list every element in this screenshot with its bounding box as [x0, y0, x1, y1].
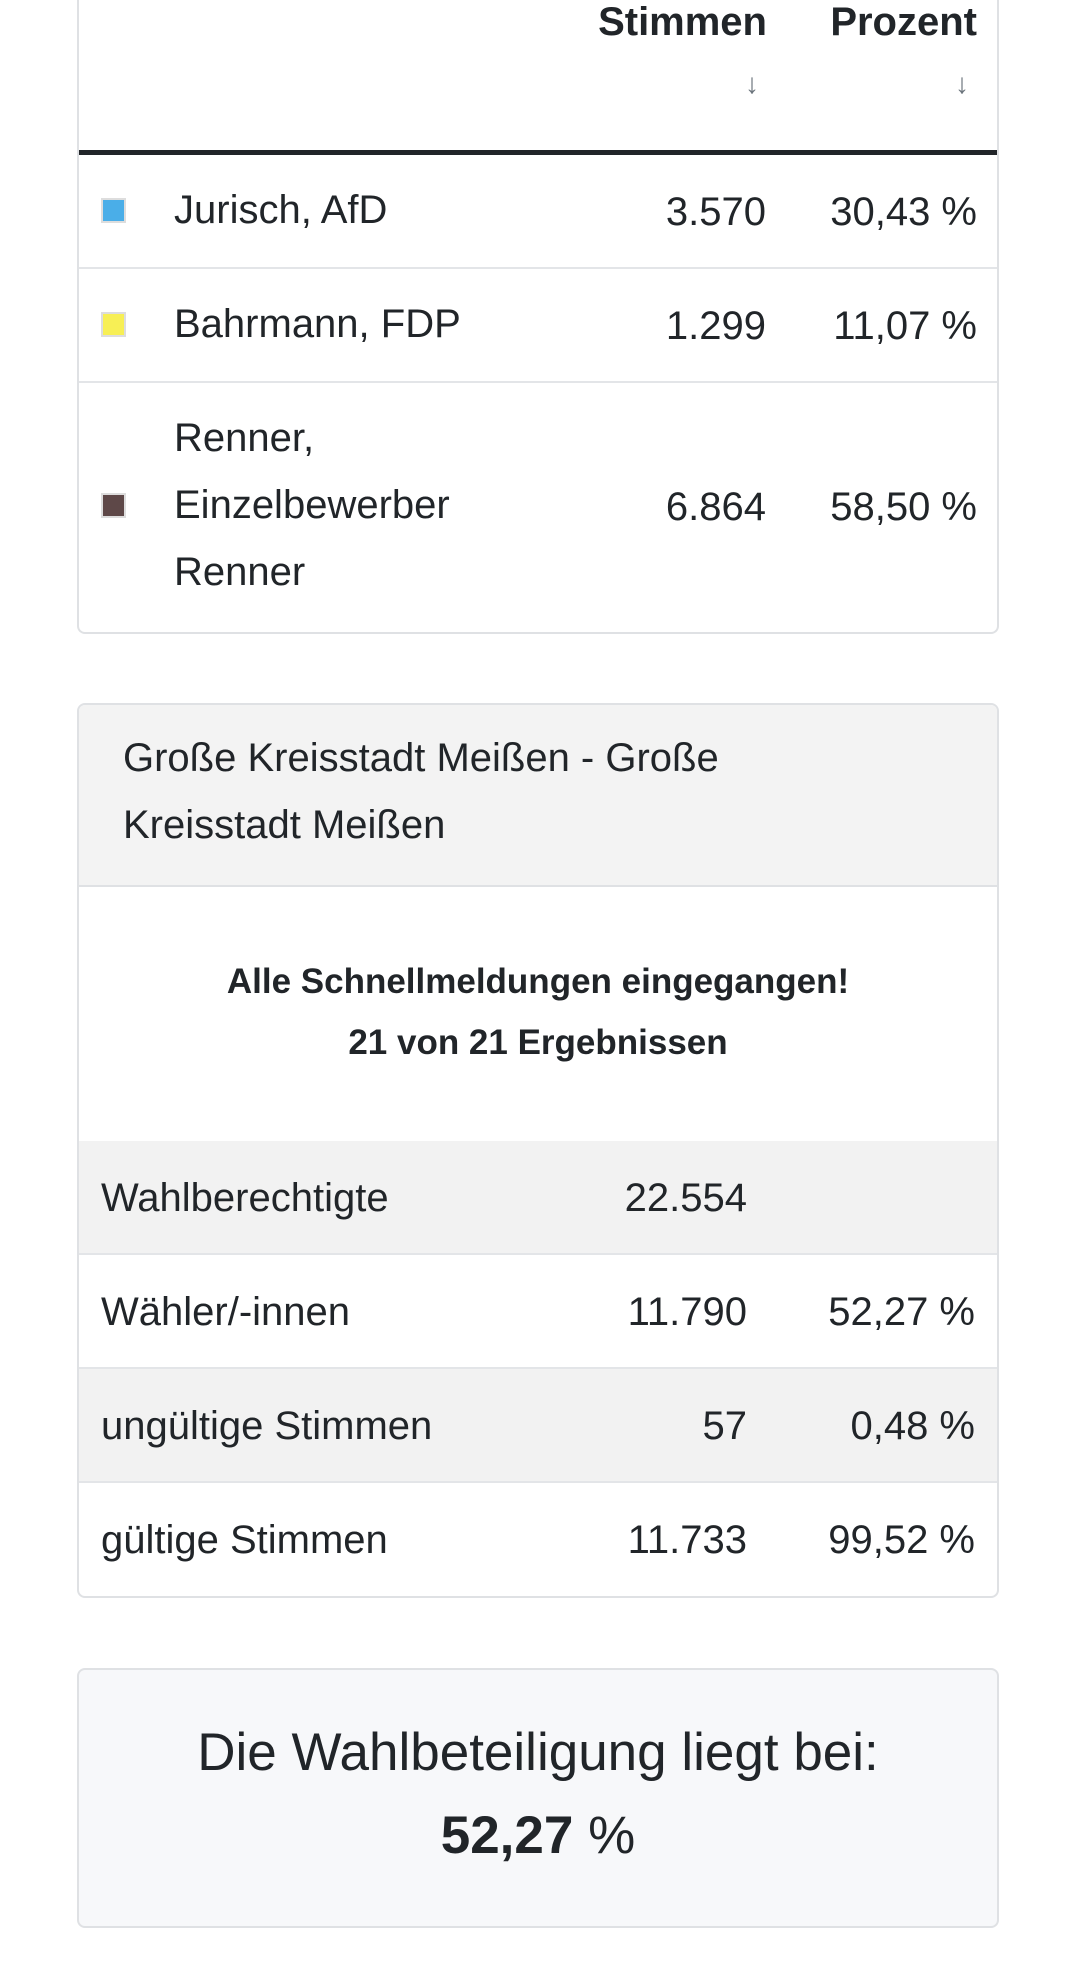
party-color-swatch: [101, 312, 126, 337]
name-line: Renner: [174, 550, 306, 594]
stats-row: Wahlberechtigte 22.554: [79, 1141, 997, 1255]
candidate-votes: 1.299: [665, 304, 766, 348]
stats-row: Wähler/-innen 11.790 52,27 %: [79, 1255, 997, 1369]
stat-value: 11.733: [627, 1518, 747, 1562]
stat-value: 22.554: [624, 1176, 747, 1220]
title-line: Kreisstadt Meißen: [123, 803, 446, 847]
candidate-votes: 6.864: [665, 485, 766, 529]
candidate-percent: 58,50 %: [830, 485, 977, 529]
column-label: Prozent: [830, 0, 977, 44]
header-divider: [79, 150, 997, 155]
district-title: Große Kreisstadt Meißen - Große Kreissta…: [123, 725, 719, 859]
stat-label: Wahlberechtigte: [101, 1176, 389, 1220]
table-row: Renner, Einzelbewerber Renner 6.864 58,5…: [79, 383, 997, 632]
stat-percent: 52,27 %: [828, 1290, 975, 1334]
table-row: Bahrmann, FDP 1.299 11,07 %: [79, 269, 997, 383]
turnout-value: 52,27: [440, 1806, 574, 1865]
stat-value: 11.790: [627, 1290, 747, 1334]
candidate-name: Jurisch, AfD: [174, 188, 388, 232]
stats-row: ungültige Stimmen 57 0,48 %: [79, 1369, 997, 1483]
title-line: Große Kreisstadt Meißen - Große: [123, 736, 719, 780]
turnout-unit: %: [588, 1806, 636, 1865]
sort-arrow-down-icon[interactable]: ↓: [745, 68, 759, 99]
reporting-status: Alle Schnellmeldungen eingegangen!: [226, 962, 850, 1001]
table-row: Jurisch, AfD 3.570 30,43 %: [79, 155, 997, 269]
column-header-percent[interactable]: Prozent: [830, 0, 977, 45]
candidate-name: Renner, Einzelbewerber Renner: [174, 405, 450, 606]
district-header: Große Kreisstadt Meißen - Große Kreissta…: [79, 705, 997, 887]
stat-value: 57: [702, 1404, 748, 1448]
name-line: Einzelbewerber: [174, 483, 450, 527]
sort-arrow-down-icon[interactable]: ↓: [955, 68, 969, 99]
column-header-votes[interactable]: Stimmen: [598, 0, 767, 45]
candidate-percent: 30,43 %: [830, 190, 977, 234]
candidates-results-table: Stimmen Prozent ↓ ↓ Jurisch, AfD 3.570 3…: [77, 0, 999, 634]
turnout-label: Die Wahlbeteiligung liegt bei:: [197, 1723, 879, 1782]
candidate-name: Bahrmann, FDP: [174, 302, 461, 346]
stat-percent: 0,48 %: [850, 1404, 975, 1448]
district-results-card: Große Kreisstadt Meißen - Große Kreissta…: [77, 703, 999, 1598]
column-label: Stimmen: [598, 0, 767, 44]
party-color-swatch: [101, 198, 126, 223]
stat-label: gültige Stimmen: [101, 1518, 388, 1562]
candidate-percent: 11,07 %: [833, 304, 977, 348]
results-count: 21 von 21 Ergebnissen: [348, 1023, 728, 1062]
turnout-value-line: 52,27 %: [79, 1805, 997, 1866]
stat-percent: 99,52 %: [828, 1518, 975, 1562]
candidate-votes: 3.570: [665, 190, 766, 234]
name-line: Renner,: [174, 416, 315, 460]
turnout-card: Die Wahlbeteiligung liegt bei: 52,27 %: [77, 1668, 999, 1928]
party-color-swatch: [101, 493, 126, 518]
stat-label: ungültige Stimmen: [101, 1404, 433, 1448]
stats-row: gültige Stimmen 11.733 99,52 %: [79, 1483, 997, 1596]
stat-label: Wähler/-innen: [101, 1290, 351, 1334]
